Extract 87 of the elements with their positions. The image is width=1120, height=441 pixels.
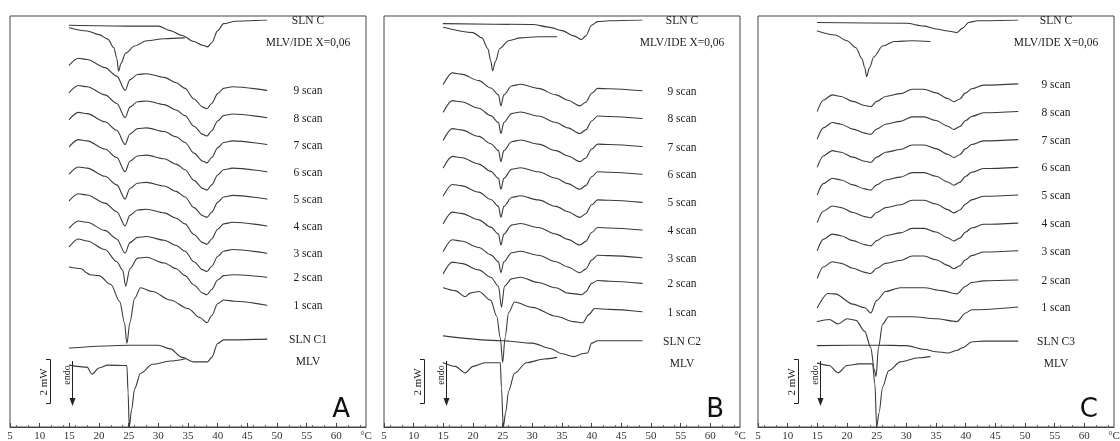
x-tick-label: 60 xyxy=(330,428,343,441)
x-tick-label: 50 xyxy=(645,428,657,441)
text: 5 scan xyxy=(667,196,697,209)
annotation: endo xyxy=(808,365,820,385)
annotation: B xyxy=(706,393,724,423)
text: 9 scan xyxy=(1041,77,1071,90)
text: 5 scan xyxy=(293,193,323,206)
text: MLV xyxy=(295,355,321,368)
x-tick-label: 20 xyxy=(467,428,479,441)
text: 3 scan xyxy=(1041,244,1071,257)
series-label: SLN C1 xyxy=(288,333,328,346)
annotation: 2 mW xyxy=(37,367,49,396)
x-tick-label: 30 xyxy=(900,428,913,441)
x-tick-label: 25 xyxy=(871,428,883,441)
x-tick-label: 25 xyxy=(497,428,509,441)
annotation: A xyxy=(332,393,351,423)
series-label: SLN C3 xyxy=(1036,335,1076,348)
x-tick-label: 25 xyxy=(123,428,135,441)
x-tick-label: 20 xyxy=(841,428,853,441)
series-label: SLN C xyxy=(1039,14,1073,26)
annotation: endo xyxy=(434,365,446,385)
x-tick-label: 55 xyxy=(675,428,687,441)
x-tick-label: 5 xyxy=(381,428,388,441)
text: 4 scan xyxy=(667,224,697,237)
x-tick-label: 5 xyxy=(755,428,762,441)
x-tick-label: 40 xyxy=(960,428,972,441)
text: 2 scan xyxy=(293,271,323,284)
x-tick-label: 50 xyxy=(1019,428,1031,441)
x-tick-label: 45 xyxy=(615,428,628,441)
x-axis-title: °C xyxy=(1108,428,1120,441)
x-tick-label: 10 xyxy=(408,428,420,441)
text: MLV xyxy=(669,356,695,369)
text: MLV xyxy=(1043,357,1069,370)
text: 9 scan xyxy=(293,84,323,97)
text: 4 scan xyxy=(1041,217,1071,230)
text: 8 scan xyxy=(1041,105,1071,118)
x-tick-label: 60 xyxy=(704,428,717,441)
x-tick-label: 55 xyxy=(1049,428,1061,441)
x-tick-label: 35 xyxy=(182,428,194,441)
x-tick-label: 50 xyxy=(271,428,283,441)
x-tick-label: 30 xyxy=(152,428,165,441)
annotation: endo xyxy=(60,365,72,385)
x-tick-label: 60 xyxy=(1078,428,1091,441)
text: 2 scan xyxy=(1041,274,1071,287)
x-tick-label: 40 xyxy=(586,428,598,441)
text: 9 scan xyxy=(667,84,697,97)
text: 6 scan xyxy=(1041,161,1071,174)
x-tick-label: 55 xyxy=(301,428,313,441)
text: 7 scan xyxy=(1041,133,1071,146)
x-axis-title: °C xyxy=(360,428,372,441)
x-tick-label: 10 xyxy=(34,428,46,441)
text: 1 scan xyxy=(667,305,697,318)
text: 6 scan xyxy=(293,165,323,178)
text: 7 scan xyxy=(667,140,697,153)
x-tick-label: 10 xyxy=(782,428,794,441)
x-tick-label: 40 xyxy=(212,428,224,441)
x-tick-label: 15 xyxy=(811,428,824,441)
text: 8 scan xyxy=(293,111,323,124)
text: SLN C xyxy=(291,14,325,26)
text: 1 scan xyxy=(293,299,323,312)
series-label: SLN C2 xyxy=(662,334,702,347)
x-tick-label: 45 xyxy=(989,428,1002,441)
text: 7 scan xyxy=(293,138,323,151)
x-tick-label: 45 xyxy=(241,428,254,441)
annotation: C xyxy=(1079,393,1098,423)
x-tick-label: 15 xyxy=(63,428,76,441)
text: 2 scan xyxy=(667,277,697,290)
text: 8 scan xyxy=(667,112,697,125)
text: 5 scan xyxy=(1041,189,1071,202)
x-tick-label: 35 xyxy=(930,428,942,441)
x-tick-label: 30 xyxy=(526,428,539,441)
x-tick-label: 20 xyxy=(93,428,105,441)
x-tick-label: 35 xyxy=(556,428,568,441)
annotation: 2 mW xyxy=(411,367,423,396)
x-axis-title: °C xyxy=(734,428,746,441)
text: 3 scan xyxy=(667,251,697,264)
text: 1 scan xyxy=(1041,300,1071,313)
annotation: 2 mW xyxy=(785,367,797,396)
text: 6 scan xyxy=(667,168,697,181)
text: MLV/IDE X=0,06 xyxy=(639,36,725,49)
text: MLV/IDE X=0,06 xyxy=(1013,36,1099,49)
text: SLN C xyxy=(665,14,699,26)
text: MLV/IDE X=0,06 xyxy=(265,36,351,49)
x-tick-label: 15 xyxy=(437,428,450,441)
text: 3 scan xyxy=(293,247,323,260)
x-tick-label: 5 xyxy=(7,428,14,441)
text: 4 scan xyxy=(293,219,323,232)
